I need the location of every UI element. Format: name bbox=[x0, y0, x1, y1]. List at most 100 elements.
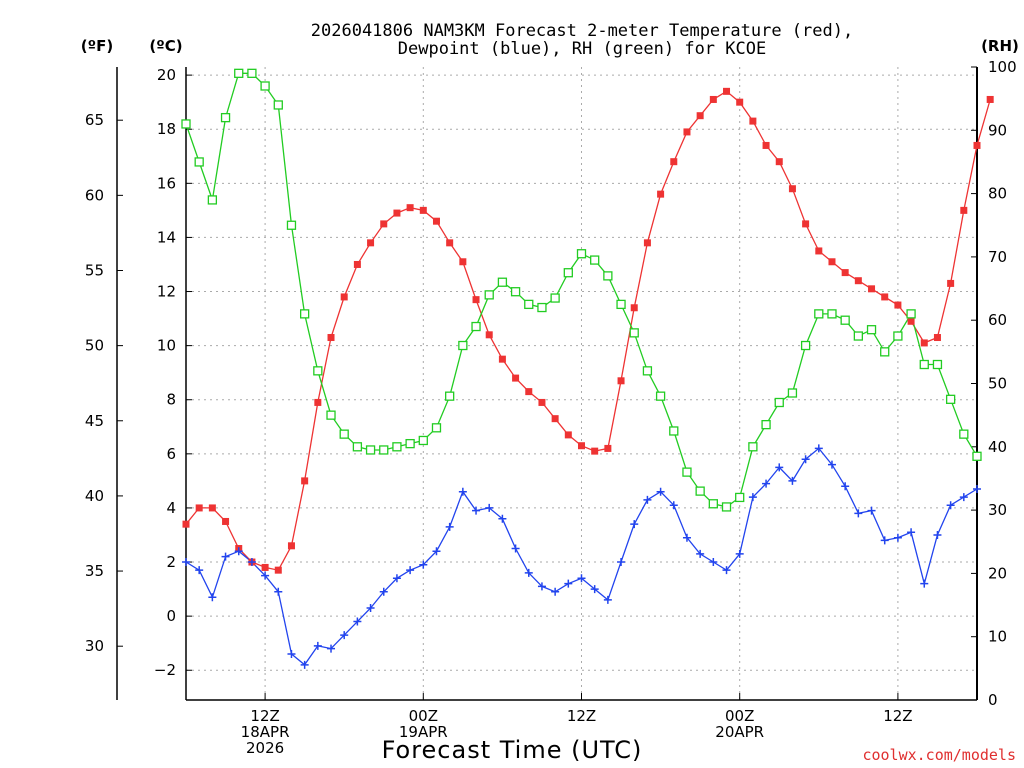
dewpoint-point bbox=[195, 566, 204, 575]
temperature-point bbox=[208, 504, 216, 512]
dewpoint-point bbox=[854, 509, 863, 518]
dewpoint-point bbox=[472, 506, 481, 515]
x-tick-label: 12Z bbox=[567, 707, 596, 725]
dewpoint-point bbox=[827, 460, 836, 469]
temperature-point bbox=[182, 520, 190, 528]
rh-point bbox=[260, 81, 270, 91]
temperature-point bbox=[986, 95, 994, 103]
temperature-point bbox=[301, 477, 309, 485]
rh-point bbox=[866, 325, 877, 335]
temperature-point bbox=[920, 339, 928, 347]
temperature-point bbox=[749, 117, 757, 125]
temperature-point bbox=[960, 206, 968, 214]
rh-point bbox=[563, 268, 573, 278]
temperature-point bbox=[815, 247, 823, 255]
rh-point bbox=[669, 426, 679, 436]
temperature-point bbox=[485, 331, 493, 339]
temperature-point bbox=[498, 355, 506, 363]
rh-tick-label: 10 bbox=[988, 628, 1007, 646]
rh-point bbox=[893, 331, 903, 341]
rh-point bbox=[194, 157, 204, 167]
temperature-point bbox=[287, 542, 295, 550]
rh-point bbox=[603, 271, 613, 281]
dewpoint-point bbox=[498, 514, 507, 523]
temperature-point bbox=[802, 220, 810, 228]
rh-point bbox=[392, 442, 402, 452]
rh-point bbox=[853, 331, 863, 341]
temperature-point bbox=[419, 206, 427, 214]
dewpoint-point bbox=[366, 604, 375, 613]
temperature-point bbox=[788, 185, 796, 193]
temperature-point bbox=[591, 447, 599, 455]
temperature-point bbox=[314, 398, 322, 406]
celsius-tick-label: 2 bbox=[166, 553, 176, 571]
temperature-point bbox=[894, 301, 902, 309]
rh-point bbox=[313, 366, 323, 376]
dewpoint-point bbox=[880, 536, 889, 545]
dewpoint-point bbox=[537, 582, 546, 591]
dewpoint-point bbox=[432, 547, 441, 556]
rh-point bbox=[247, 68, 257, 78]
rh-point bbox=[748, 442, 758, 452]
chart-title-line-2: Dewpoint (blue), RH (green) for KCOE bbox=[398, 39, 766, 59]
temperature-point bbox=[459, 258, 467, 266]
dewpoint-point bbox=[340, 631, 349, 640]
temperature-point bbox=[670, 158, 678, 166]
dewpoint-point bbox=[287, 650, 296, 659]
fahrenheit-tick-label: 45 bbox=[85, 412, 104, 430]
rh-point bbox=[550, 293, 560, 303]
temperature-point bbox=[868, 285, 876, 293]
rh-point bbox=[352, 442, 363, 452]
celsius-tick-label: 18 bbox=[157, 120, 176, 138]
dewpoint-point bbox=[524, 568, 533, 577]
rh-point bbox=[339, 429, 349, 439]
rh-point bbox=[207, 195, 218, 205]
temperature-point bbox=[380, 220, 388, 228]
temperature-point bbox=[933, 334, 941, 342]
dewpoint-point bbox=[933, 530, 942, 539]
rh-point bbox=[880, 347, 890, 357]
dewpoint-point bbox=[458, 487, 467, 496]
dewpoint-point bbox=[419, 560, 428, 569]
dewpoint-point bbox=[617, 558, 626, 567]
dewpoint-point bbox=[327, 644, 336, 653]
rh-point bbox=[379, 445, 389, 455]
celsius-tick-label: 16 bbox=[157, 174, 176, 192]
dewpoint-point bbox=[511, 544, 520, 553]
dewpoint-point bbox=[867, 506, 876, 515]
rh-tick-label: 50 bbox=[988, 375, 1007, 393]
rh-point bbox=[642, 366, 653, 376]
x-tick-label: 20APR bbox=[715, 723, 764, 741]
x-tick-label: 12Z bbox=[250, 707, 279, 725]
rh-point bbox=[800, 340, 811, 351]
dewpoint-point bbox=[261, 571, 270, 580]
dewpoint-point bbox=[603, 595, 612, 604]
temperature-point bbox=[195, 504, 203, 512]
rh-point bbox=[774, 397, 784, 408]
rh-point bbox=[616, 299, 626, 310]
chart-title: 2026041806 NAM3KM Forecast 2-meter Tempe… bbox=[311, 21, 853, 59]
rh-point bbox=[576, 249, 587, 259]
x-axis-label: Forecast Time (UTC) bbox=[382, 736, 643, 764]
rh-point bbox=[365, 445, 376, 455]
dewpoint-point bbox=[379, 587, 388, 596]
rh-point bbox=[590, 255, 600, 265]
dewpoint-point bbox=[247, 558, 256, 567]
rh-point bbox=[458, 340, 468, 351]
rh-tick-label: 60 bbox=[988, 311, 1007, 329]
x-tick-label: 12Z bbox=[883, 707, 912, 725]
rh-point bbox=[234, 68, 244, 78]
temperature-point bbox=[762, 141, 770, 149]
temperature-point bbox=[406, 204, 414, 212]
rh-point bbox=[273, 100, 283, 110]
fahrenheit-tick-label: 55 bbox=[85, 261, 104, 279]
dewpoint-point bbox=[274, 587, 283, 596]
temperature-point bbox=[340, 293, 348, 301]
dewpoint-point bbox=[696, 549, 705, 558]
dewpoint-point bbox=[577, 574, 586, 583]
celsius-tick-label: 20 bbox=[157, 66, 176, 84]
rh-point bbox=[418, 435, 428, 446]
fahrenheit-tick-label: 65 bbox=[85, 111, 104, 129]
temperature-point bbox=[578, 442, 585, 450]
